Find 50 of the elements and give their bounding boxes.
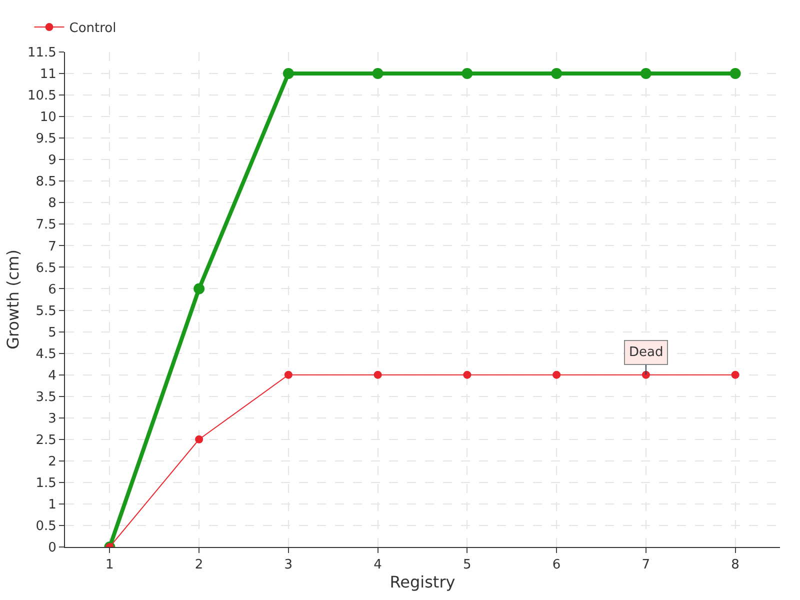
y-tick-label: 4.5 xyxy=(36,346,56,362)
y-tick-label: 11.5 xyxy=(27,46,56,61)
point xyxy=(731,370,740,379)
legend-label: Control xyxy=(69,21,116,36)
y-tick-label: 9.5 xyxy=(36,132,56,147)
x-tick-label: 4 xyxy=(374,558,382,573)
y-tick-label: 3.5 xyxy=(36,390,56,405)
point xyxy=(284,370,292,379)
x-tick-label: 7 xyxy=(642,558,650,573)
point xyxy=(282,68,294,80)
y-tick-label: 7 xyxy=(48,239,56,254)
x-tick-label: 3 xyxy=(284,558,293,573)
y-tick-label: 2 xyxy=(48,454,56,470)
x-axis-title: Registry xyxy=(390,572,456,592)
y-tick-label: 3 xyxy=(48,411,56,426)
y-tick-label: 0 xyxy=(48,540,56,556)
point xyxy=(730,68,741,80)
x-tick-label: 5 xyxy=(463,558,472,573)
y-tick-label: 4 xyxy=(48,368,56,384)
point xyxy=(551,68,562,80)
y-tick-label: 0.5 xyxy=(36,519,56,534)
annotation: Dead xyxy=(629,345,664,360)
point xyxy=(372,68,384,80)
y-tick-label: 6 xyxy=(48,282,56,298)
y-tick-label: 5 xyxy=(48,325,56,340)
y-tick-label: 10.5 xyxy=(27,88,56,104)
x-tick-label: 1 xyxy=(106,558,114,573)
y-tick-label: 1 xyxy=(48,498,56,513)
y-tick-label: 8.5 xyxy=(36,174,56,190)
y-tick-label: 6.5 xyxy=(36,260,56,276)
y-tick-label: 9 xyxy=(48,153,56,168)
point xyxy=(195,435,204,444)
y-tick-label: 7.5 xyxy=(36,218,56,233)
point xyxy=(194,283,205,294)
point xyxy=(374,370,382,379)
y-tick-label: 8 xyxy=(48,196,56,212)
y-tick-label: 11 xyxy=(40,67,56,82)
x-tick-label: 2 xyxy=(194,558,204,573)
point xyxy=(552,370,561,379)
point xyxy=(463,370,472,379)
y-tick-label: 5.5 xyxy=(36,304,56,319)
y-tick-label: 10 xyxy=(40,110,56,126)
point xyxy=(640,68,652,80)
point xyxy=(462,68,473,80)
point xyxy=(642,370,650,379)
x-tick-label: 8 xyxy=(731,558,740,573)
x-tick-label: 6 xyxy=(552,558,561,573)
y-tick-label: 1.5 xyxy=(36,476,56,491)
y-tick-label: 2.5 xyxy=(36,432,56,448)
y-axis-title: Growth (cm) xyxy=(3,250,22,350)
